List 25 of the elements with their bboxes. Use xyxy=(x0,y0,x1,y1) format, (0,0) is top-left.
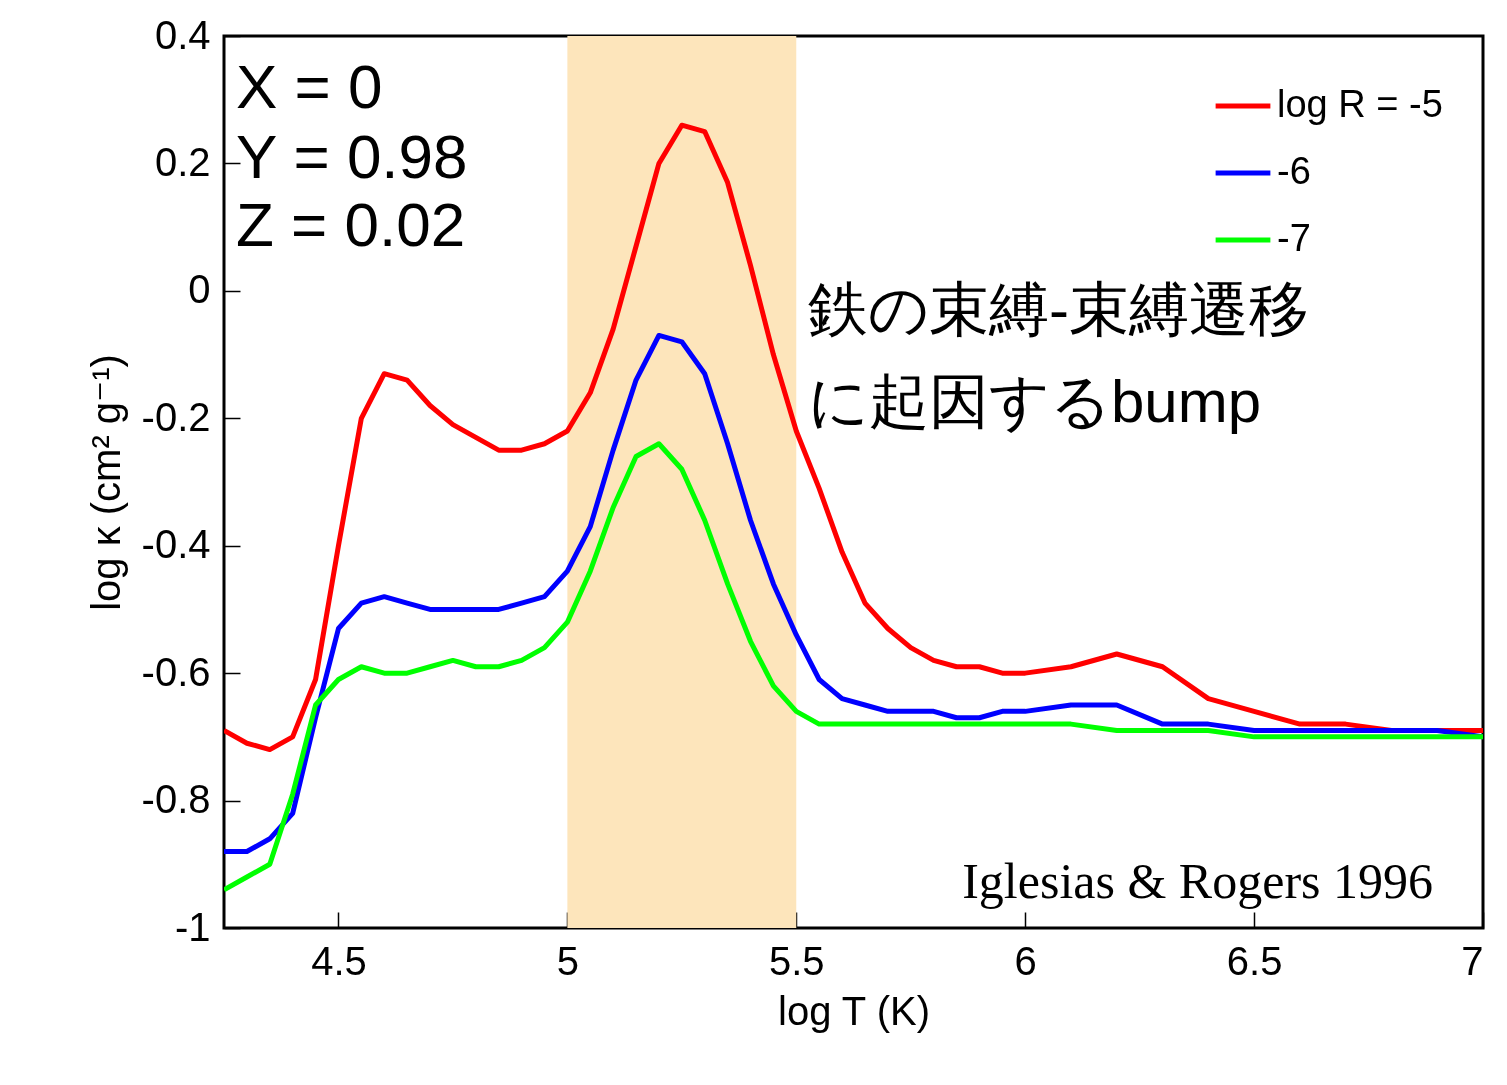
annotation: X = 0 xyxy=(236,52,383,121)
annotation: Y = 0.98 xyxy=(236,122,468,191)
annotation: Iglesias & Rogers 1996 xyxy=(962,853,1433,909)
x-tick-label: 7 xyxy=(1461,938,1484,983)
y-tick-label: -0.4 xyxy=(141,522,211,567)
annotation: Z = 0.02 xyxy=(236,190,466,259)
x-tick-label: 5.5 xyxy=(768,938,825,983)
y-tick-label: -0.2 xyxy=(141,394,211,439)
annotation: 鉄の束縛-束縛遷移 xyxy=(808,276,1309,343)
legend-label: log R = -5 xyxy=(1277,83,1443,125)
y-tick-label: -0.6 xyxy=(141,649,211,694)
legend-label: -6 xyxy=(1277,150,1311,192)
x-tick-label: 4.5 xyxy=(311,938,367,983)
x-tick-label: 6.5 xyxy=(1226,938,1283,983)
legend-label: -7 xyxy=(1277,217,1311,259)
y-tick-label: -0.8 xyxy=(141,777,211,822)
x-tick-label: 5 xyxy=(556,938,579,983)
x-axis-title: log T (K) xyxy=(778,988,930,1033)
y-tick-label: 0 xyxy=(188,267,211,312)
x-tick-label: 6 xyxy=(1014,938,1037,983)
y-tick-label: 0.2 xyxy=(154,139,211,184)
y-tick-label: -1 xyxy=(174,904,211,949)
annotation: に起因するbump xyxy=(808,368,1262,435)
y-tick-label: 0.4 xyxy=(154,12,211,57)
y-axis-title: log κ (cm² g⁻¹) xyxy=(83,354,128,611)
